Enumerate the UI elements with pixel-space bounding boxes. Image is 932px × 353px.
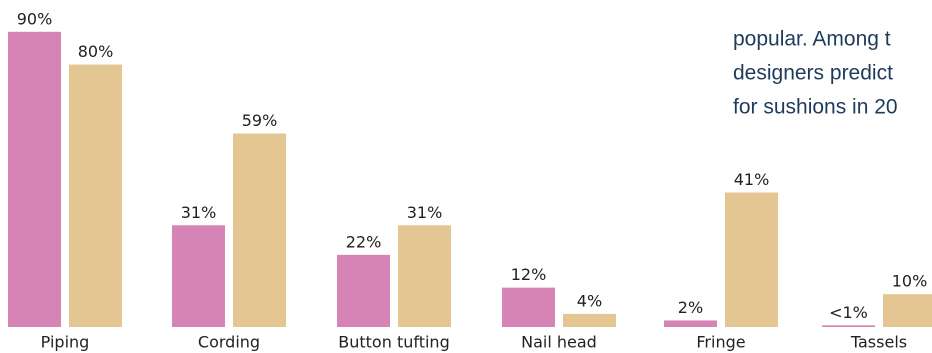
bar (172, 225, 225, 327)
value-label: 4% (577, 291, 602, 310)
x-tick-label: Button tufting (338, 333, 449, 352)
side-text: designers predict (733, 62, 893, 85)
value-label: 10% (892, 272, 928, 291)
bar (563, 313, 616, 327)
bar (8, 31, 61, 328)
x-tick-label: Cording (198, 333, 260, 352)
x-tick-label: Tassels (850, 333, 907, 352)
value-label: 80% (78, 42, 114, 61)
value-label: 22% (346, 232, 382, 251)
side-text: for sushions in 20 (733, 96, 898, 119)
bar (502, 287, 555, 327)
bar (664, 320, 717, 327)
x-tick-label: Fringe (696, 333, 745, 352)
side-text: popular. Among t (733, 28, 891, 51)
bar (822, 325, 875, 327)
bar (337, 254, 390, 327)
bar (883, 294, 932, 327)
x-tick-label: Nail head (521, 333, 597, 352)
value-label: 31% (407, 203, 443, 222)
value-label: 90% (17, 9, 53, 28)
value-label: <1% (829, 303, 868, 322)
value-label: 31% (181, 203, 217, 222)
value-label: 41% (734, 170, 770, 189)
x-tick-label: Piping (41, 333, 90, 352)
bar (233, 133, 286, 327)
value-label: 2% (678, 298, 703, 317)
value-label: 12% (511, 265, 547, 284)
bar (725, 192, 778, 327)
value-label: 59% (242, 111, 278, 130)
bar (398, 225, 451, 327)
bar (69, 64, 122, 327)
